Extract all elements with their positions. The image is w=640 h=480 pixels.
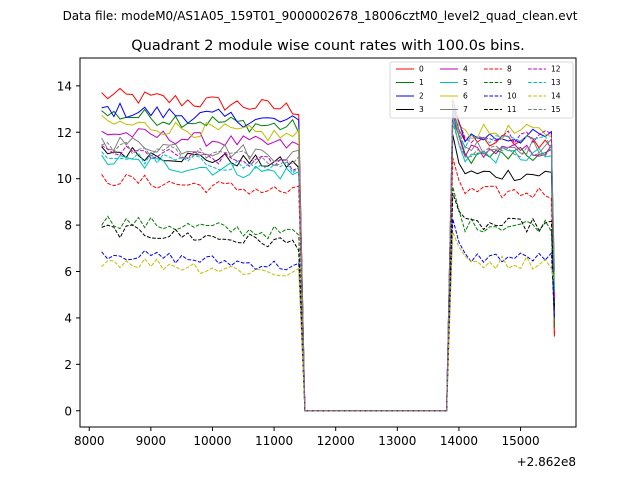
suptitle: Data file: modeM0/AS1A05_159T01_90000026…	[63, 9, 578, 23]
legend-label-0: 0	[419, 65, 424, 74]
legend-label-6: 6	[463, 92, 468, 101]
y-tick-label: 10	[57, 172, 72, 186]
legend-label-15: 15	[551, 105, 561, 114]
x-offset-label: +2.862e8	[517, 455, 576, 469]
x-axis: 8000 9000 10000 11000 12000 13000 14000 15000	[74, 427, 540, 448]
legend-label-7: 7	[463, 105, 468, 114]
y-axis: 0 2 4 6 8 10 12 14	[57, 79, 80, 418]
series-line-13	[101, 106, 555, 412]
legend-label-12: 12	[551, 65, 561, 74]
series-line-14	[101, 231, 555, 412]
series-line-9	[101, 186, 555, 412]
legend-label-5: 5	[463, 78, 468, 87]
x-tick-label: 15000	[501, 434, 539, 448]
y-tick-label: 0	[64, 404, 72, 418]
y-tick-label: 6	[64, 265, 72, 279]
legend-label-14: 14	[551, 92, 561, 101]
chart-title: Quadrant 2 module wise count rates with …	[131, 38, 525, 54]
x-tick-label: 14000	[440, 434, 478, 448]
legend-label-2: 2	[419, 92, 424, 101]
series-line-4	[101, 114, 555, 412]
series-line-12	[101, 100, 555, 412]
x-tick-label: 13000	[378, 434, 416, 448]
y-tick-label: 12	[57, 126, 72, 140]
series-line-10	[101, 218, 555, 412]
series-line-15	[101, 122, 555, 412]
y-tick-label: 2	[64, 358, 72, 372]
y-tick-label: 14	[57, 79, 72, 93]
series-line-3	[101, 134, 555, 412]
legend-label-9: 9	[507, 78, 512, 87]
y-tick-label: 8	[64, 219, 72, 233]
series-line-11	[101, 192, 555, 412]
legend-label-13: 13	[551, 78, 561, 87]
series-line-2	[101, 102, 555, 412]
y-tick-label: 4	[64, 311, 72, 325]
legend-label-8: 8	[507, 65, 512, 74]
series-line-8	[101, 157, 555, 412]
x-tick-label: 10000	[193, 434, 231, 448]
series-line-5	[101, 118, 555, 412]
x-tick-label: 9000	[136, 434, 167, 448]
legend-label-4: 4	[463, 65, 468, 74]
legend-label-11: 11	[507, 105, 517, 114]
x-tick-label: 11000	[255, 434, 293, 448]
legend-label-3: 3	[419, 105, 424, 114]
series-layer	[101, 87, 555, 412]
x-tick-label: 12000	[317, 434, 355, 448]
x-tick-label: 8000	[74, 434, 105, 448]
series-line-1	[101, 108, 555, 412]
legend-label-1: 1	[419, 78, 424, 87]
axes-frame	[79, 57, 577, 428]
plot-area	[79, 57, 577, 428]
legend-label-10: 10	[507, 92, 517, 101]
legend-box	[389, 61, 574, 119]
